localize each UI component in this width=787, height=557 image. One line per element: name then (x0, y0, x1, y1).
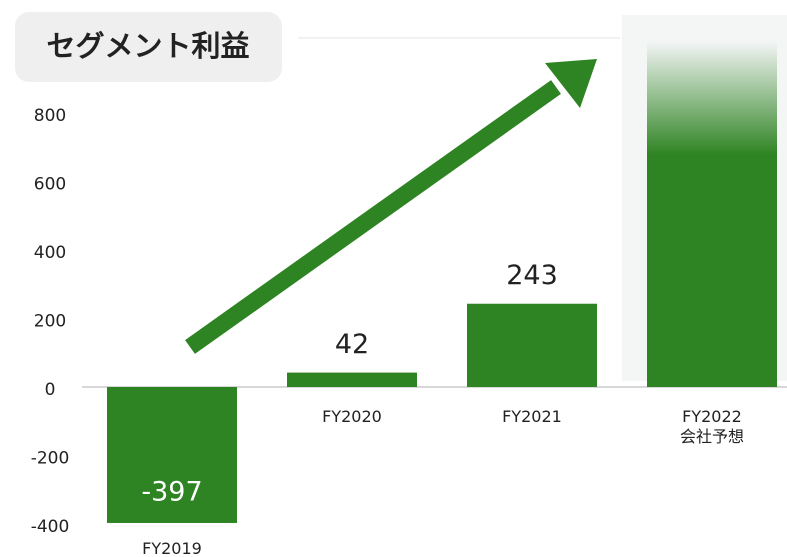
plot: -400 -200 0 200 400 600 800 FY2019 -397 FY2020 42 F… (31, 41, 787, 557)
x-tick-label: FY2022 会社予想 (680, 406, 744, 445)
trend-arrow (185, 59, 597, 354)
y-tick-label: 200 (34, 311, 66, 331)
chart-title: セグメント利益 (46, 29, 249, 63)
x-tick-label: FY2019 (142, 538, 202, 557)
y-tick-label: 400 (34, 243, 66, 263)
x-tick-label: FY2020 (322, 406, 382, 425)
y-tick-label: -400 (31, 517, 70, 537)
x-tick-label: FY2021 (502, 406, 562, 425)
value-label: 42 (335, 329, 369, 360)
bar (467, 303, 597, 387)
y-tick-label: 0 (45, 380, 56, 400)
bar (647, 41, 777, 387)
y-tick-label: 800 (34, 106, 66, 126)
bar (107, 386, 237, 523)
bar (287, 372, 417, 387)
value-label: -397 (141, 476, 202, 507)
y-tick-label: -200 (31, 448, 70, 468)
title-box (15, 12, 282, 82)
y-tick-label: 600 (34, 174, 66, 194)
value-label: 243 (506, 260, 558, 291)
